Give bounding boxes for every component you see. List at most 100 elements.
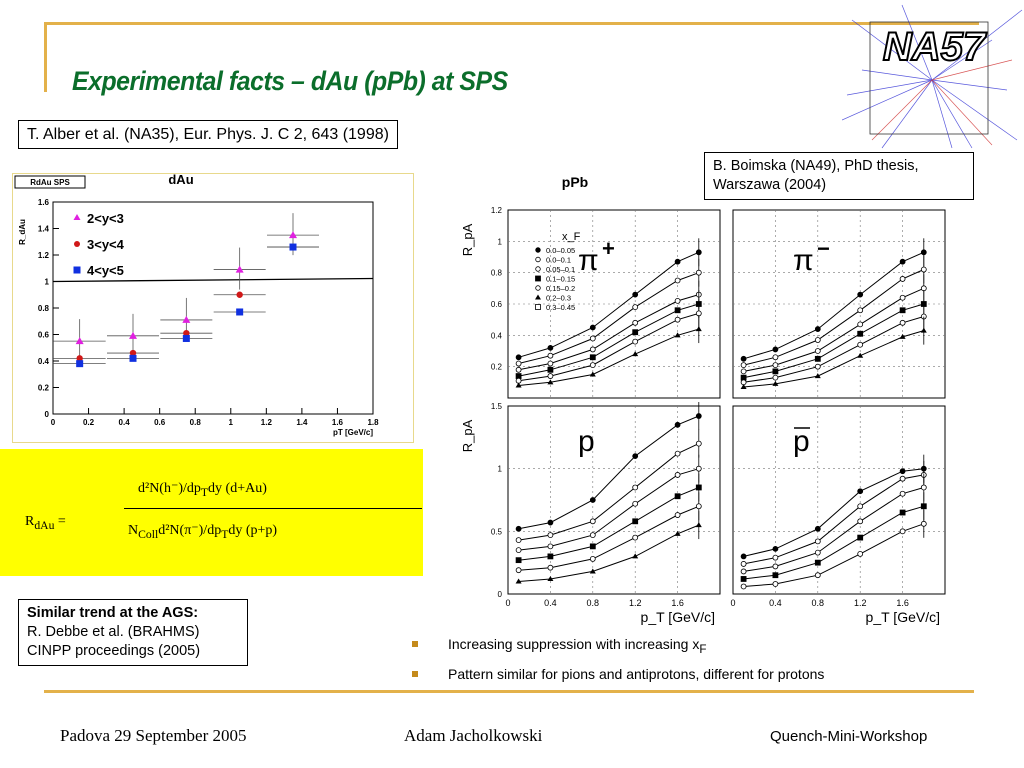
y-tick-label: 0.4 (38, 357, 50, 366)
data-point-circle (772, 374, 779, 381)
fit-curve (743, 251, 925, 360)
legend-marker (73, 266, 81, 274)
y-tick-label: 0 (498, 590, 503, 599)
data-point-square (515, 557, 522, 564)
na57-logo: NA57 (842, 4, 1023, 149)
data-point-triangle (547, 575, 554, 581)
x-tick-label: 1 (229, 418, 234, 427)
legend-label: 0.2–0.3 (546, 294, 571, 303)
data-point-triangle (515, 578, 522, 584)
data-point-square (695, 484, 702, 491)
data-point-square (740, 576, 747, 582)
data-point-circle (740, 362, 747, 369)
y-axis-label: R_pA (460, 419, 475, 452)
fit-curve (518, 415, 699, 530)
panel-frame (507, 405, 721, 595)
data-point-square (632, 329, 639, 336)
data-point-square (899, 307, 906, 314)
legend-marker (73, 214, 81, 220)
page-title: Experimental facts – dAu (pPb) at SPS (72, 66, 508, 96)
data-point-circle (674, 297, 681, 304)
fit-curve (743, 468, 924, 557)
data-point-square (589, 543, 596, 550)
frame-left-line (44, 22, 47, 92)
data-point-triangle (129, 331, 137, 339)
fit-curve (518, 272, 699, 364)
data-point-circle (920, 249, 927, 256)
bullet-item: Pattern similar for pions and antiproton… (410, 662, 824, 686)
fit-curve (518, 487, 699, 561)
frame-top-line (44, 22, 979, 25)
reference-na49: B. Boimska (NA49), PhD thesis, Warszawa … (704, 152, 974, 200)
legend-label: 0.0–0.1 (546, 256, 571, 265)
data-point-circle (547, 373, 554, 379)
legend-marker (535, 285, 541, 291)
y-tick-label: 1.5 (491, 402, 503, 411)
reference-brahms-line1: R. Debbe et al. (BRAHMS) (27, 624, 200, 640)
y-tick-label: 0.5 (491, 527, 503, 536)
data-point-circle (899, 258, 906, 265)
particle-label: p (793, 425, 810, 458)
data-point-circle (772, 554, 779, 561)
data-point-circle (814, 363, 821, 370)
data-point-circle (899, 468, 906, 475)
reference-brahms-line2: CINPP proceedings (2005) (27, 643, 201, 659)
y-tick-label: 1.2 (38, 251, 50, 260)
data-point-circle (857, 518, 864, 525)
bullet-square-icon (412, 641, 418, 647)
formula-box (0, 449, 423, 576)
data-point-circle (920, 520, 927, 527)
data-point-circle (674, 450, 681, 457)
data-point-circle (632, 319, 639, 326)
y-tick-label: 0.6 (38, 331, 50, 340)
chart-id-label: RdAu SPS (30, 178, 70, 187)
data-point-circle (183, 329, 190, 337)
data-point-circle (740, 568, 747, 575)
y-tick-label: 1.4 (38, 225, 50, 234)
data-point-circle (899, 294, 906, 301)
data-point-triangle (814, 373, 821, 379)
data-point-circle (632, 453, 639, 460)
reference-brahms: Similar trend at the AGS: R. Debbe et al… (18, 599, 248, 666)
data-point-triangle (235, 265, 244, 273)
reference-na35: T. Alber et al. (NA35), Eur. Phys. J. C … (18, 120, 398, 149)
data-point-circle (740, 355, 747, 362)
data-point-square (76, 360, 84, 368)
data-point-circle (76, 355, 83, 362)
data-point-square (814, 355, 821, 362)
data-point-triangle (695, 522, 702, 528)
data-point-circle (899, 475, 906, 482)
data-point-circle (695, 269, 702, 276)
data-point-square (857, 330, 864, 337)
panel-frame (732, 405, 946, 595)
data-point-circle (674, 512, 681, 518)
data-point-triangle (75, 337, 84, 345)
x-tick-label: 1.4 (296, 418, 308, 427)
x-axis-label: pT [GeV/c] (333, 428, 373, 437)
data-point-square (236, 308, 244, 316)
data-point-circle (899, 490, 906, 497)
data-point-circle (589, 335, 596, 342)
logo-text: NA57 (883, 25, 987, 69)
data-point-triangle (632, 351, 639, 357)
data-point-circle (857, 503, 864, 510)
formula-lhs: RdAu = (25, 514, 66, 532)
bullet-square-icon (412, 670, 418, 677)
data-point-circle (772, 581, 779, 587)
y-tick-label: 1 (498, 465, 503, 474)
data-point-square (289, 243, 297, 251)
data-point-circle (515, 537, 522, 544)
y-tick-label: 0.6 (491, 300, 503, 309)
data-point-circle (589, 497, 596, 503)
data-point-circle (857, 341, 864, 348)
fit-curve (743, 505, 924, 580)
x-tick-label: 0.8 (587, 598, 600, 608)
legend-label: 3<y<4 (87, 237, 125, 252)
particle-label: π (578, 244, 599, 277)
data-point-square (129, 354, 137, 362)
legend-label: 0.15–0.2 (546, 284, 575, 293)
y-tick-label: 1.6 (38, 198, 50, 207)
data-point-square (857, 534, 864, 541)
fit-curve (518, 312, 699, 382)
plot-frame (52, 201, 374, 415)
